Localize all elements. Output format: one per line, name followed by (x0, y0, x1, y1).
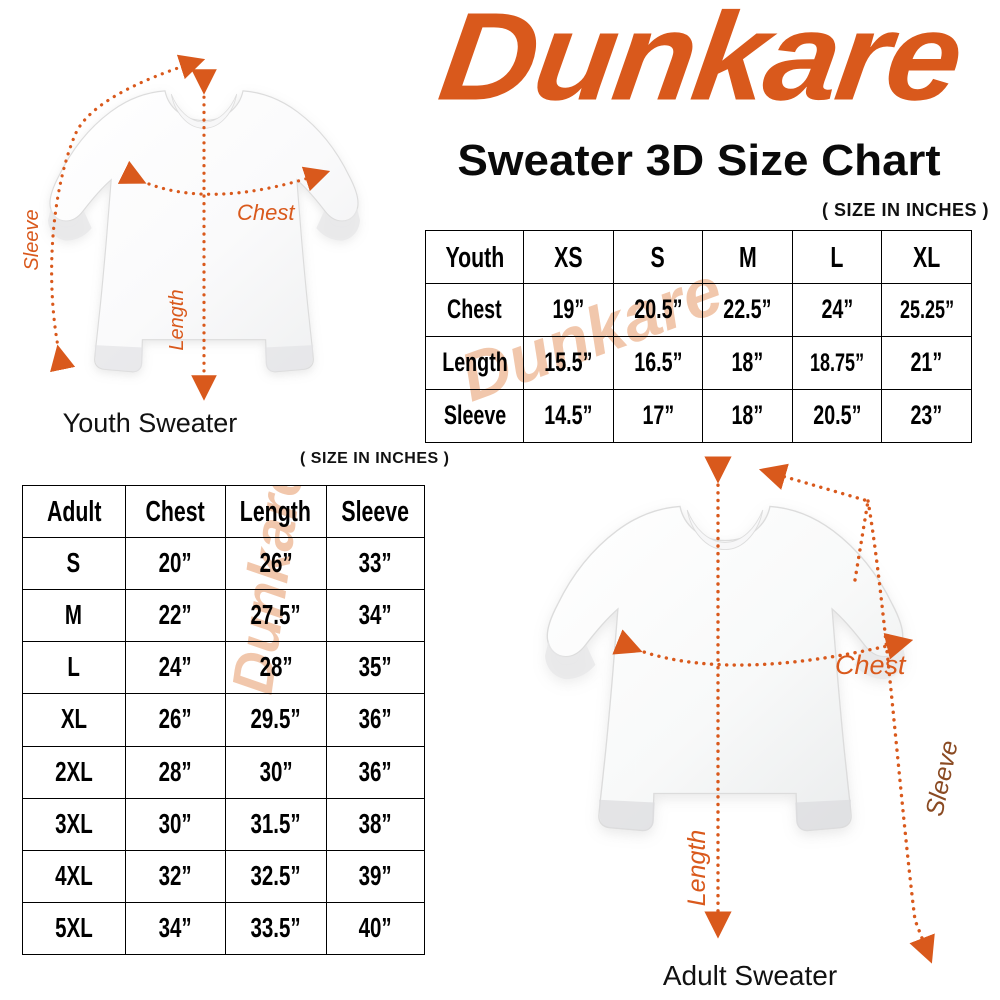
svg-text:Sleeve: Sleeve (921, 738, 964, 819)
svg-text:Chest: Chest (237, 200, 295, 225)
svg-text:Chest: Chest (835, 650, 907, 680)
svg-text:Sleeve: Sleeve (21, 209, 43, 270)
svg-text:Length: Length (683, 830, 711, 906)
svg-text:Youth Sweater: Youth Sweater (63, 408, 238, 438)
svg-text:Length: Length (166, 289, 188, 350)
svg-text:Adult Sweater: Adult Sweater (663, 960, 837, 991)
